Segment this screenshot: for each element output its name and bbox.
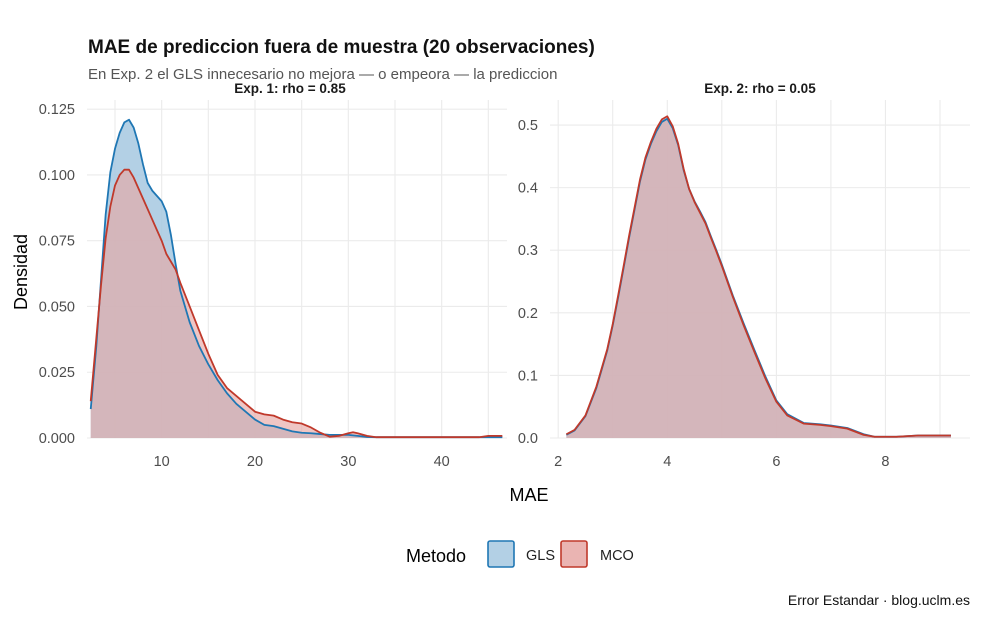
x-axis-title: MAE <box>509 485 548 505</box>
density-area-mco <box>566 116 951 439</box>
x-tick-label: 4 <box>663 454 671 470</box>
legend-label-mco: MCO <box>600 548 634 564</box>
x-tick-label: 6 <box>772 454 780 470</box>
y-tick-label: 0.4 <box>518 181 538 197</box>
panel-exp1: Exp. 1: rho = 0.85 10 20 30 40 0.0000.0250.… <box>39 81 507 470</box>
series-exp1 <box>89 118 503 439</box>
y-tick-label: 0.025 <box>39 365 75 381</box>
y-tick-label: 0.2 <box>518 306 538 322</box>
y-axis-title: Densidad <box>11 234 31 310</box>
y-tick-label: 0.075 <box>39 234 75 250</box>
yticks-exp1: 0.000 0.025 0.050 0.075 0.100 0.125 <box>39 102 75 447</box>
y-tick-label: 0.3 <box>518 243 538 259</box>
xticks-exp1: 10 20 30 40 <box>154 454 450 470</box>
strip-label-exp1: Exp. 1: rho = 0.85 <box>234 81 346 96</box>
x-tick-label: 20 <box>247 454 263 470</box>
y-tick-label: 0.100 <box>39 168 75 184</box>
y-tick-label: 0.125 <box>39 102 75 118</box>
x-tick-label: 30 <box>340 454 356 470</box>
legend: Metodo GLS MCO <box>406 540 634 568</box>
x-tick-label: 2 <box>554 454 562 470</box>
xticks-exp2: 2 4 6 8 <box>554 454 889 470</box>
legend-title: Metodo <box>406 546 466 566</box>
x-tick-label: 40 <box>434 454 450 470</box>
density-line-mco <box>565 115 951 438</box>
x-tick-label: 8 <box>881 454 889 470</box>
density-area-mco <box>90 169 503 438</box>
yticks-exp2: 0.0 0.1 0.2 0.3 0.4 0.5 <box>518 118 538 447</box>
legend-swatch-mco <box>560 540 588 568</box>
series-exp2 <box>565 115 951 439</box>
caption: Error Estandar · blog.uclm.es <box>788 592 970 608</box>
chart-title: MAE de prediccion fuera de muestra (20 o… <box>88 37 595 58</box>
y-tick-label: 0.5 <box>518 118 538 134</box>
y-tick-label: 0.050 <box>39 299 75 315</box>
strip-label-exp2: Exp. 2: rho = 0.05 <box>704 81 816 96</box>
y-tick-label: 0.000 <box>39 431 75 447</box>
y-tick-label: 0.1 <box>518 368 538 384</box>
chart-subtitle: En Exp. 2 el GLS innecesario no mejora —… <box>88 66 557 83</box>
legend-swatch-gls <box>487 540 515 568</box>
legend-label-gls: GLS <box>526 548 555 564</box>
density-line-mco <box>89 168 503 439</box>
x-tick-label: 10 <box>154 454 170 470</box>
y-tick-label: 0.0 <box>518 431 538 447</box>
